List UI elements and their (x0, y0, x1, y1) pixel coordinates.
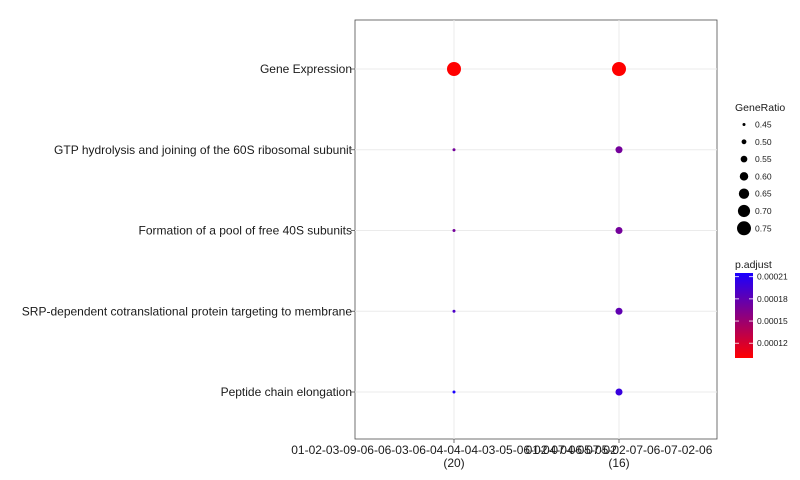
data-point (612, 62, 626, 76)
data-point (452, 390, 456, 394)
axis-ticks (351, 68, 620, 443)
size-legend-key (738, 188, 750, 199)
y-tick-label: Gene Expression (260, 62, 352, 76)
x-tick-count: (16) (608, 456, 629, 470)
color-legend: p.adjust 0.00021 0.00018 0.00015 0.00012 (735, 259, 788, 358)
color-legend-label: 0.00018 (757, 294, 788, 304)
color-legend-label: 0.00021 (757, 272, 788, 282)
x-tick-count: (20) (443, 456, 464, 470)
x-tick-label: 01-04-04-05-05-02-07-06-07-02-06 (526, 443, 713, 457)
y-tick-label: SRP-dependent cotranslational protein ta… (22, 304, 353, 318)
size-legend-key (741, 139, 747, 145)
color-legend-gradient-bar (735, 273, 753, 358)
data-point (452, 148, 456, 152)
color-legend-title: p.adjust (735, 259, 772, 271)
size-legend: GeneRatio 0.45 0.50 0.55 0.60 0.65 0.70 0.75 (735, 102, 785, 236)
data-point (452, 309, 456, 313)
size-legend-key (740, 155, 748, 163)
data-point (615, 307, 623, 315)
size-legend-label: 0.75 (755, 223, 772, 233)
size-legend-label: 0.50 (755, 137, 772, 147)
size-legend-label: 0.60 (755, 171, 772, 181)
size-legend-label: 0.45 (755, 120, 772, 130)
y-tick-label: Peptide chain elongation (221, 385, 352, 399)
x-tick-label: 01-02-03-09-06-06-03-06-04-04-04-03-05-0… (291, 443, 617, 457)
data-point (615, 388, 623, 396)
size-legend-key (739, 172, 749, 181)
data-point (452, 229, 456, 232)
y-tick-label: GTP hydrolysis and joining of the 60S ri… (54, 143, 353, 157)
size-legend-label: 0.55 (755, 154, 772, 164)
plot-panel (354, 19, 718, 440)
size-legend-key (737, 221, 751, 236)
y-tick-label: Formation of a pool of free 40S subunits (139, 224, 352, 238)
size-legend-label: 0.65 (755, 189, 772, 199)
data-point (615, 226, 623, 235)
color-legend-label: 0.00015 (757, 316, 788, 326)
size-legend-key (742, 123, 746, 126)
data-points (447, 62, 626, 396)
y-axis-labels: Gene Expression GTP hydrolysis and joinin… (22, 62, 353, 399)
size-legend-title: GeneRatio (735, 102, 785, 114)
data-point (447, 62, 461, 76)
size-legend-label: 0.70 (755, 206, 772, 216)
data-point (615, 146, 623, 154)
size-legend-key (737, 204, 751, 218)
x-axis-labels: 01-02-03-09-06-06-03-06-04-04-04-03-05-0… (291, 443, 712, 470)
color-legend-label: 0.00012 (757, 338, 788, 348)
